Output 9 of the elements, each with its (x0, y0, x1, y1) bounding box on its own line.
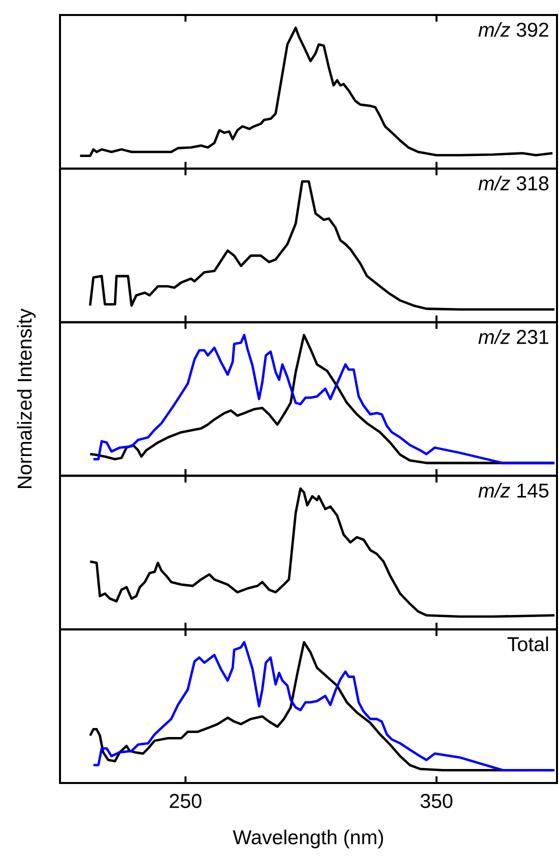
annotation: m/z 231 (478, 329, 548, 344)
x-tick-label: 350 (420, 794, 452, 808)
x-tick-label: 250 (170, 794, 202, 808)
annotation: m/z 145 (478, 482, 548, 498)
annotation: m/z 392 (478, 22, 548, 37)
annotation: m/z 318 (478, 176, 548, 190)
y-axis-title: Normalized Intensity (17, 308, 36, 488)
annotation: Total (507, 636, 548, 652)
x-axis-title: Wavelength (nm) (232, 830, 383, 848)
